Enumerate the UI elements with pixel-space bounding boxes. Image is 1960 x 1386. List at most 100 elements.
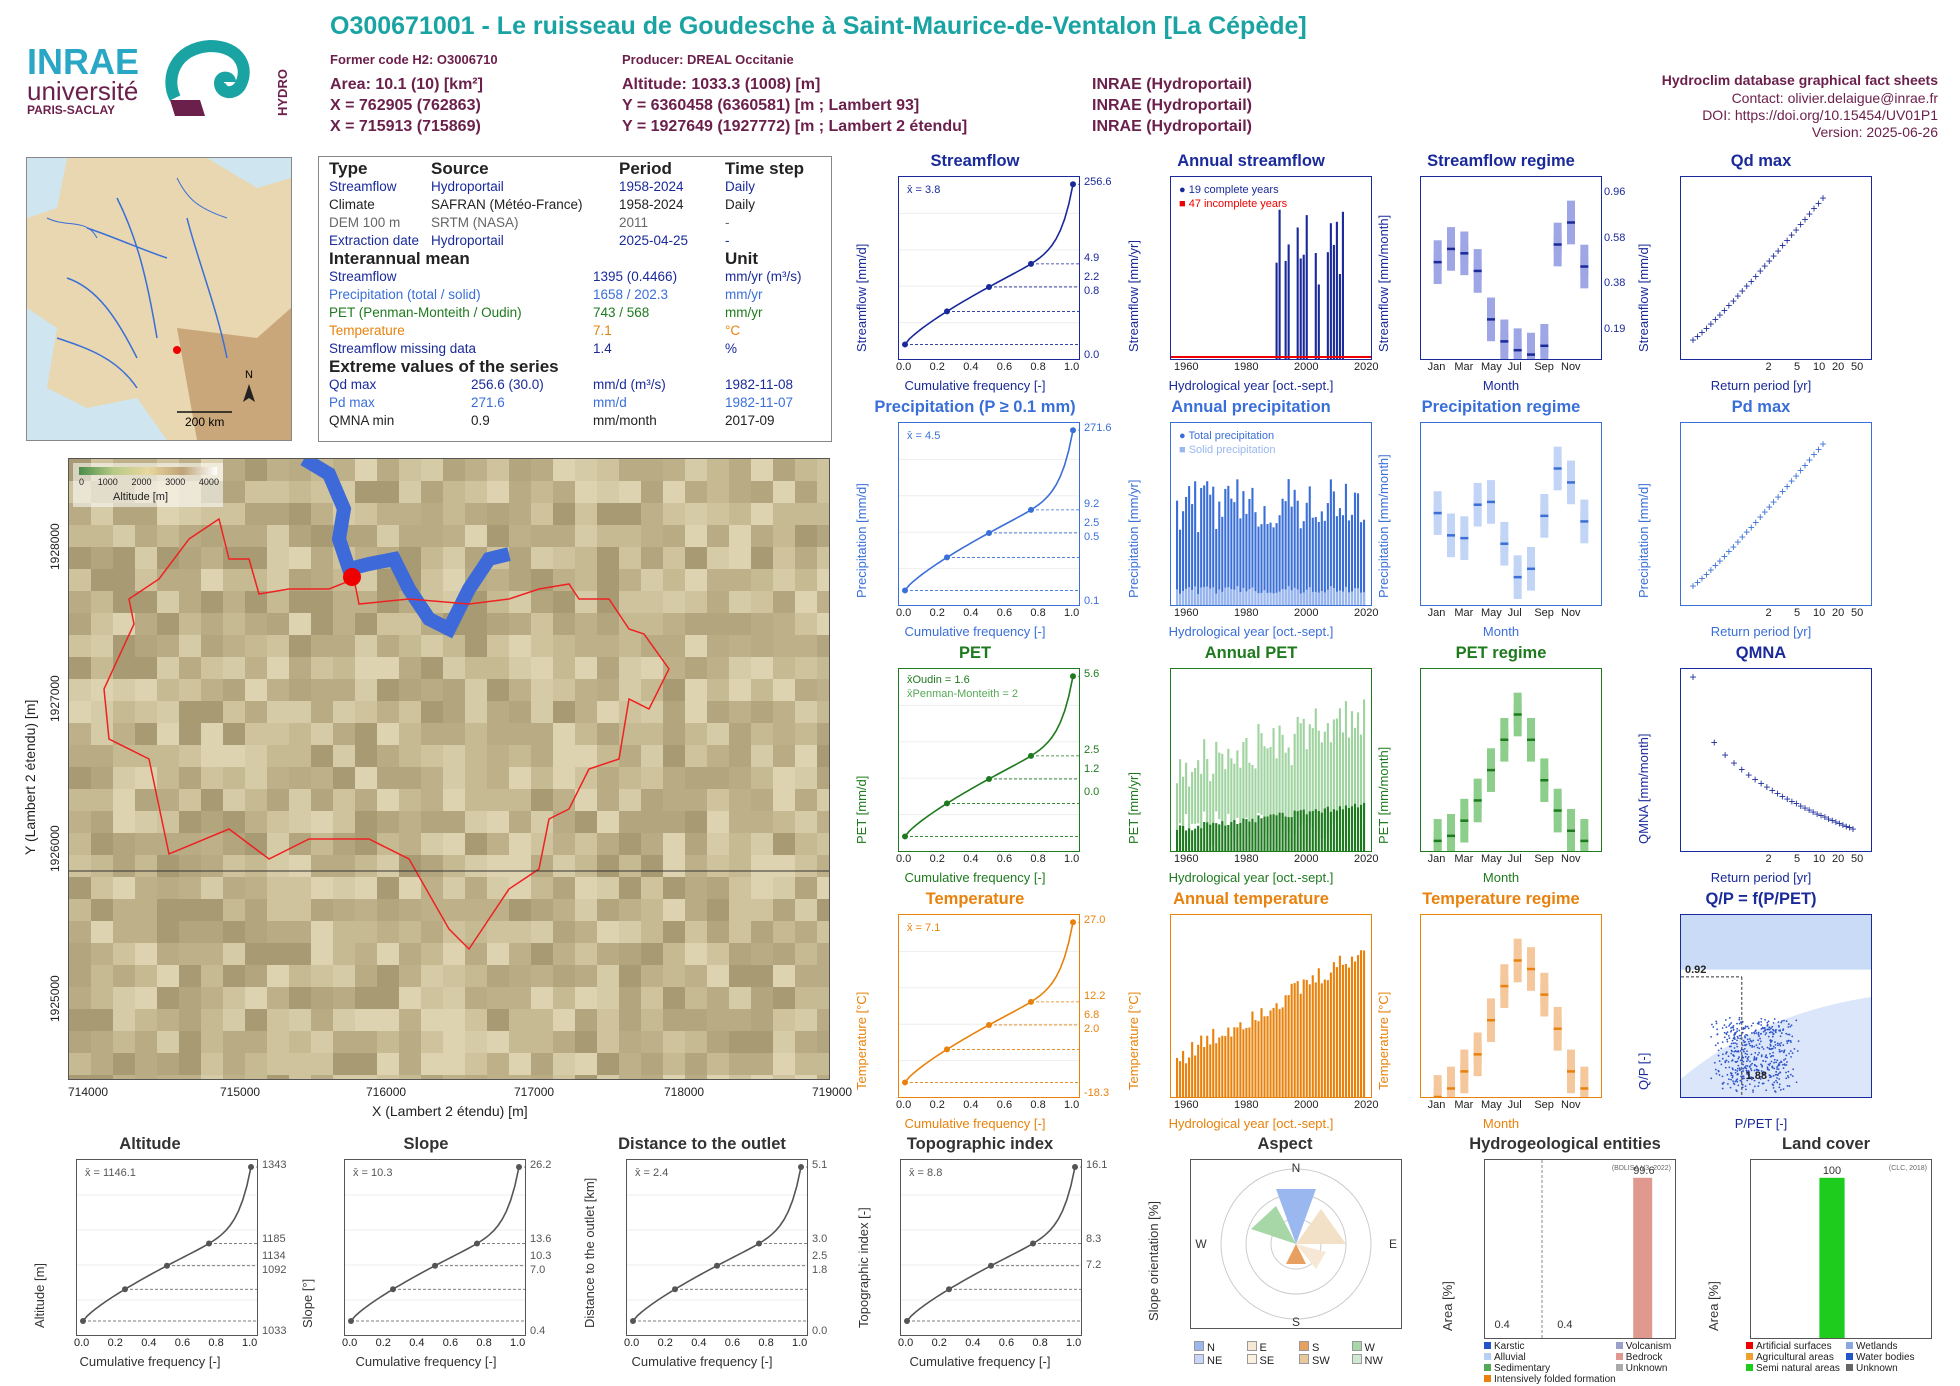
x-tick: 2020 [1354,853,1379,865]
panel-pet-regime: PET regime Month PET [mm/month] Jan Mar May Ju… [1376,644,1626,885]
point: + [1752,269,1759,283]
x-tick: Jan [1427,361,1446,373]
bar [1224,488,1227,605]
panel-streamflow: Streamflow x̄ = 3.8 Cumulative frequency [… [850,152,1112,393]
point: + [1712,558,1719,572]
point: + [1748,520,1755,534]
panel-qmna: QMNA + + + + + + + + + + + + + + + + + + + + + + + + + + + + + + Return… [1636,644,1886,885]
bar [1293,983,1296,1097]
x-tick: May [1481,361,1502,373]
bar [1314,809,1317,851]
point: + [1797,799,1804,813]
x-axis-label: Cumulative frequency [-] [904,378,1046,393]
bar [1819,1177,1845,1338]
point: + [1846,821,1853,835]
bar [1302,254,1305,359]
bar [1230,758,1233,831]
point: + [1703,321,1710,335]
bar [1215,823,1218,851]
bar [1329,223,1332,359]
bar [1212,1028,1215,1097]
panel-annual-streamflow: Annual streamflow ● 19 complete years ■ 47… [1126,152,1378,393]
svg-text:x̄ = 7.1: x̄ = 7.1 [907,922,940,934]
bar [1329,811,1332,851]
svg-text:x̄ = 2.4: x̄ = 2.4 [635,1167,668,1179]
bar [1311,811,1314,851]
bar [1347,967,1351,1097]
x-tick: 0.8 [1030,607,1046,619]
bar [1275,815,1278,851]
bar [1302,718,1305,823]
right-value: 12.2 [1084,990,1106,1003]
bar [1245,819,1248,851]
point: + [1797,464,1804,478]
y-axis-label: Area [%] [1706,1281,1721,1331]
point: + [1819,191,1826,205]
catchment-relief-map: 0 1000 2000 3000 4000 Altitude [m] [68,458,830,1080]
x-tick: 0.2 [375,1337,391,1349]
x-tick: 1960 [1174,1099,1199,1111]
bar [1320,983,1323,1097]
bar [1245,737,1248,818]
x-tick: 20 [1832,361,1845,373]
bar [1302,521,1305,605]
right-value: 0.38 [1604,277,1626,289]
right-value: 7.0 [530,1264,546,1276]
x-tick: 0.6 [996,1099,1013,1111]
x-tick: May [1481,853,1502,865]
bar [1308,811,1311,851]
x-l93: X = 762905 (762863) [330,97,481,114]
source-2: INRAE (Hydroportail) [1092,97,1252,114]
point: + [1743,279,1750,293]
panel-precipitation-regime: Precipitation regime Month Precipitation [… [1376,398,1626,639]
x-tick: 2 [1765,853,1772,865]
bar [1188,786,1191,844]
panel-pd-max: Pd max + + + + + + + + + + + + + + + + + + + + + + + + + + + + + + Retu… [1636,398,1886,639]
x-tick: 10 [1813,361,1826,373]
right-value: 1343 [262,1159,287,1171]
bar [1320,742,1323,839]
x-tick: 1.0 [1064,1099,1080,1111]
bar [1269,814,1272,851]
point: + [1832,815,1839,829]
bar [1254,512,1257,605]
x-tick: 0.4 [963,853,979,865]
point: + [1779,485,1786,499]
x-tick: 0.0 [896,1099,912,1111]
x-tick: Mar [1454,361,1474,373]
bar [1335,810,1338,851]
point: + [1758,777,1765,791]
point: + [1839,818,1846,832]
bar [1332,244,1335,359]
bar [1299,723,1302,826]
point: + [1738,763,1745,777]
point: + [1712,312,1719,326]
right-value: 2.5 [812,1250,828,1262]
bar [1185,762,1188,815]
bar [1263,1016,1266,1097]
x-tick: 0.6 [996,361,1013,373]
panel-title: Temperature [925,890,1025,908]
relief-ytick: 1926000 [48,825,62,872]
plot-area: ● Total precipitation ■ Solid precipitati… [1170,422,1372,606]
x-tick: Jul [1507,853,1522,865]
panel-title: Precipitation (P ≥ 0.1 mm) [874,398,1076,416]
bar [1296,227,1299,359]
bar [1275,523,1278,605]
bar [1350,711,1354,823]
right-value: -18.3 [1084,1086,1110,1099]
legend-item: Sedimentary [1484,1363,1616,1374]
bar [1263,816,1266,851]
bar [1227,748,1230,814]
right-value: 2.2 [1084,270,1100,283]
bar [1314,253,1317,359]
legend-item: SW [1299,1354,1352,1367]
legend-item: W [1351,1341,1405,1354]
x-tick: 0.2 [107,1337,123,1349]
y-axis-label: PET [mm/month] [1376,746,1391,844]
panel-title: Annual streamflow [1177,152,1325,170]
bar [1257,1021,1260,1097]
bar [1230,822,1233,851]
x-axis-label: Cumulative frequency [-] [355,1354,497,1369]
x-tick: Jul [1507,607,1522,619]
